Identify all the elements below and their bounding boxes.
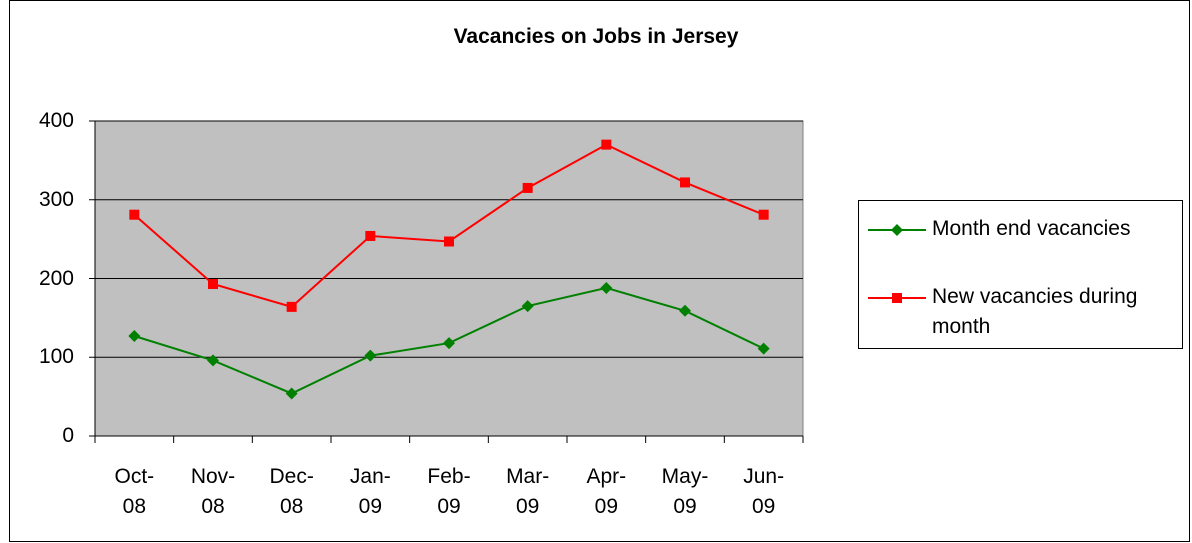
x-tick-label: May-09 (661, 465, 709, 518)
x-tick-label: Nov-08 (190, 465, 236, 518)
data-point (679, 304, 691, 317)
y-tick-label: 100 (38, 345, 74, 369)
y-tick-label: 200 (38, 266, 74, 290)
data-point (129, 209, 140, 220)
data-point (601, 139, 612, 150)
data-point (757, 342, 770, 355)
chart-title: Vacancies on Jobs in Jersey (453, 25, 739, 48)
x-tick-label: Apr-09 (586, 465, 627, 518)
data-point (600, 281, 613, 294)
x-tick-label: Jun-09 (743, 465, 785, 518)
x-tick-label: Dec-08 (269, 465, 314, 518)
data-point (521, 300, 534, 313)
x-tick-label: Feb-09 (427, 465, 471, 518)
x-tick-label: Mar-09 (506, 465, 550, 518)
y-tick-label: 300 (38, 187, 74, 211)
legend-label: New vacancies during month (932, 285, 1138, 338)
data-point (680, 177, 690, 188)
data-point (364, 349, 377, 362)
data-point (443, 337, 455, 350)
data-point (128, 329, 141, 342)
legend-label: Month end vacancies (932, 217, 1131, 240)
data-point (444, 236, 454, 247)
legend-marker (891, 224, 903, 236)
data-point (286, 301, 297, 312)
y-tick-label: 400 (38, 109, 74, 132)
data-point (207, 354, 219, 367)
x-tick-label: Oct-08 (114, 465, 155, 518)
x-tick-label: Jan-09 (349, 465, 391, 518)
y-tick-label: 0 (62, 424, 74, 447)
data-point (208, 279, 218, 290)
legend-marker (892, 293, 902, 303)
data-point (522, 182, 533, 193)
data-point (365, 230, 376, 241)
data-point (758, 209, 769, 220)
legend-box (858, 200, 1183, 349)
data-point (285, 387, 298, 400)
